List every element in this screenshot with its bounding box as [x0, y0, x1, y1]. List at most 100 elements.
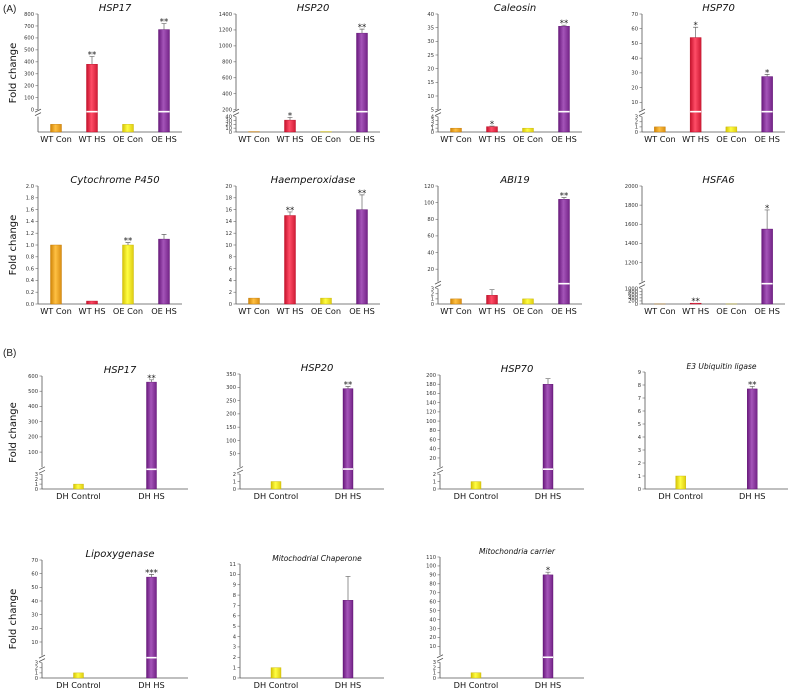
y-tick-label: 1 — [433, 479, 436, 485]
y-tick-label: 1.2 — [26, 231, 34, 237]
significance-mark: ** — [160, 18, 169, 28]
y-tick-label: 20 — [427, 267, 434, 273]
y-tick-label: 1 — [233, 479, 236, 485]
y-tick-label: 1 — [638, 474, 641, 480]
y-tick-label: 100 — [24, 96, 34, 102]
y-tick-label: 350 — [226, 372, 236, 378]
significance-mark: * — [490, 120, 494, 130]
bar-wt-hs — [284, 119, 296, 133]
y-tick-label: 1400 — [219, 12, 232, 18]
y-tick-label: 400 — [628, 296, 638, 302]
category-label: OE Con — [513, 306, 543, 316]
bar-oe-con — [122, 124, 134, 133]
category-label: OE Con — [716, 306, 746, 316]
y-tick-label: 100 — [426, 419, 436, 425]
category-label: DH HS — [138, 491, 164, 501]
category-label: OE Con — [513, 134, 543, 144]
y-tick-label: 0.4 — [26, 278, 35, 284]
bar-wt-hs — [284, 215, 296, 305]
category-label: WT Con — [644, 306, 676, 316]
y-tick-label: 0 — [431, 130, 434, 136]
y-tick-label: 200 — [426, 373, 436, 379]
bar-oe-hs — [558, 199, 570, 305]
axis-break-mark — [232, 108, 240, 117]
y-tick-label: 30 — [427, 39, 434, 45]
y-tick-label: 10 — [225, 126, 232, 132]
y-tick-label: 160 — [426, 391, 436, 397]
y-tick-label: 600 — [628, 293, 638, 299]
y-tick-label: 0 — [638, 487, 641, 493]
category-label: WT Con — [238, 134, 270, 144]
category-label: OE HS — [551, 306, 577, 316]
error-bar — [161, 23, 167, 30]
error-bar — [764, 209, 770, 230]
y-tick-label: 600 — [222, 76, 232, 82]
bar-oe-hs — [356, 209, 368, 305]
chart-1: 0 100 200 300 400 500 600 700 800 HSP17 Fold chang… — [8, 3, 182, 144]
y-tick-label: 16 — [225, 207, 232, 213]
category-label: WT Con — [40, 134, 72, 144]
y-tick-label: 11 — [229, 562, 236, 568]
category-label: DH Control — [56, 491, 101, 501]
bar-oe-con — [725, 126, 738, 133]
y-tick-label: 5 — [638, 422, 641, 428]
y-tick-label: 4 — [431, 114, 435, 120]
y-tick-label: 60 — [631, 27, 638, 33]
y-tick-label: 0.2 — [26, 290, 34, 296]
y-tick-label: 40 — [631, 56, 638, 62]
bar-oe-con — [522, 298, 534, 305]
chart-title: Mitochodrial Chaperone — [272, 554, 362, 563]
bar-wt-hs — [86, 64, 98, 133]
y-tick-label: 110 — [426, 555, 436, 561]
error-bar — [161, 234, 167, 240]
y-tick-label: 60 — [429, 437, 436, 443]
category-label: DH Control — [56, 680, 101, 690]
y-tick-label: 200 — [24, 84, 34, 90]
y-tick-label: 40 — [429, 617, 436, 623]
axis-break-mark — [236, 466, 244, 474]
bar-oe-con — [320, 297, 332, 305]
y-tick-label: 10 — [229, 572, 236, 578]
y-tick-label: 12 — [225, 231, 232, 237]
y-tick-label: 7 — [638, 396, 641, 402]
y-tick-label: 2 — [433, 665, 436, 671]
category-label: WT Con — [238, 306, 270, 316]
bar-wt-con — [450, 127, 462, 133]
y-tick-label: 20 — [427, 66, 434, 72]
chart-12: 0 1 2 3 4 5 6 7 8 9 E3 Ubiquitin ligase DH Control *… — [638, 362, 788, 501]
y-tick-label: 800 — [628, 290, 638, 296]
category-label: DH HS — [535, 491, 561, 501]
category-label: DH HS — [138, 680, 164, 690]
y-tick-label: 20 — [31, 626, 38, 632]
y-tick-label: 20 — [631, 85, 638, 91]
error-bar — [359, 194, 365, 210]
y-tick-label: 30 — [429, 626, 436, 632]
error-bar — [561, 197, 567, 200]
category-label: OE HS — [151, 306, 177, 316]
y-axis-label: Fold change — [8, 589, 19, 650]
y-tick-label: 300 — [28, 419, 38, 425]
error-bar — [149, 573, 154, 578]
axis-break-mark — [434, 280, 442, 289]
y-tick-label: 1200 — [625, 260, 638, 266]
bar-dh-hs — [146, 381, 157, 490]
category-label: WT HS — [478, 306, 505, 316]
category-label: OE HS — [754, 134, 780, 144]
y-tick-label: 1 — [431, 297, 434, 303]
significance-mark: ** — [358, 23, 367, 33]
category-label: OE HS — [349, 306, 375, 316]
chart-title: ABI19 — [499, 175, 529, 186]
y-tick-label: 0 — [233, 487, 236, 493]
error-bar — [749, 385, 755, 389]
y-tick-label: 100 — [426, 564, 436, 570]
y-tick-label: 250 — [226, 398, 236, 404]
significance-mark: *** — [145, 568, 158, 578]
y-tick-label: 60 — [427, 234, 434, 240]
y-tick-label: 100 — [424, 200, 434, 206]
panel-label-a: (A) — [3, 4, 16, 15]
y-tick-label: 10 — [225, 243, 232, 249]
y-tick-label: 1.4 — [26, 219, 35, 225]
y-tick-label: 0 — [635, 130, 638, 136]
error-bar — [287, 117, 293, 121]
error-bar — [545, 571, 551, 575]
